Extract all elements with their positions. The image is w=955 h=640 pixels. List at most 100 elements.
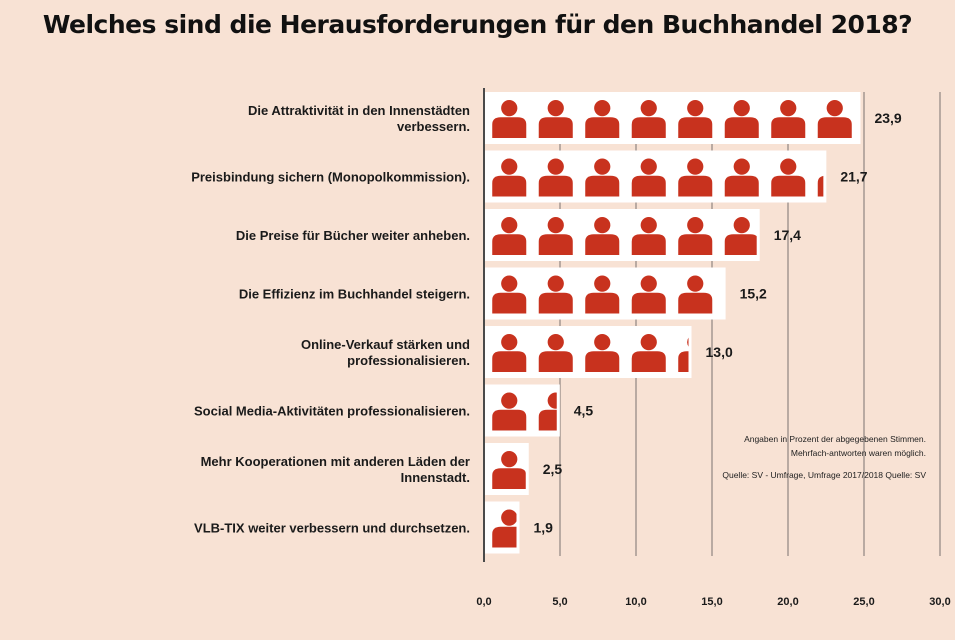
person-icon [631,100,666,138]
person-icon-body [678,117,713,138]
person-icon-body [492,292,527,314]
person-icon-head [547,334,564,351]
category-label: Die Effizienz im Buchhandel steigern. [239,287,470,302]
person-icon-row [492,217,757,255]
person-icon [585,217,620,255]
category-label-line: VLB-TIX weiter verbessern und durchsetze… [194,521,470,536]
x-tick-label: 15,0 [701,596,722,608]
person-icon-body [678,292,713,314]
person-icon-head [501,451,518,468]
category-label-line: verbessern. [397,119,470,134]
category-label-line: Preisbindung sichern (Monopolkommission)… [191,170,470,185]
person-icon-head [733,100,750,117]
value-label: 15,2 [740,286,767,302]
person-icon-body [492,351,527,372]
person-icon [678,158,713,197]
person-icon-head [594,217,611,234]
person-icon [492,275,527,314]
person-icon [678,217,713,255]
value-label: 23,9 [874,110,901,126]
person-icon-body [492,175,527,197]
person-icon [678,100,713,138]
person-icon-head [594,334,611,351]
person-icon [538,392,557,431]
person-icon [492,158,527,197]
person-icon-body [724,234,757,255]
source-note: Angaben in Prozent der abgegebenen Stimm… [716,432,926,490]
person-icon-head [501,158,518,175]
person-icon-head [640,217,657,234]
person-icon [724,217,757,255]
category-label-line: Die Effizienz im Buchhandel steigern. [239,287,470,302]
person-icon [631,217,666,255]
person-icon-head [640,100,657,117]
person-icon-row [492,275,713,314]
person-icon [631,334,666,372]
person-icon-body [492,468,526,489]
person-icon-body [771,117,806,138]
person-icon-head [687,158,704,175]
person-icon-head [640,158,657,175]
bar [484,209,760,261]
person-icon-head [501,392,518,409]
person-icon [585,334,620,372]
person-icon-head [687,275,704,292]
person-icon-row [492,100,852,138]
person-icon-head [780,100,797,117]
person-icon [492,509,517,548]
person-icon [585,158,620,197]
category-label-line: Die Attraktivität in den Innenstädten [248,103,470,118]
category-label: Die Attraktivität in den Innenstädten ver… [248,103,470,134]
person-icon-body [538,117,573,138]
note-text: Angaben in Prozent der abgegebenen Stimm… [744,434,926,458]
person-icon [538,158,573,197]
person-icon-head [733,217,750,234]
person-icon-head [547,217,564,234]
person-icon-head [594,158,611,175]
person-icon [492,334,527,372]
person-icon [817,100,852,138]
person-icon-body [771,175,806,197]
person-icon [538,334,573,372]
value-label: 13,0 [706,344,733,360]
person-icon-head [687,337,689,347]
person-icon-body [585,117,620,138]
person-icon-body [817,117,852,138]
category-label-line: Innenstadt. [401,470,470,485]
category-label-line: Online-Verkauf stärken und [301,337,470,352]
person-icon-head [687,100,704,117]
person-icon-body [585,175,620,197]
person-icon-body [631,292,666,314]
person-icon-body [538,292,573,314]
person-icon-row [492,392,557,431]
person-icon-head [547,100,564,117]
person-icon-body [492,526,517,548]
x-tick-label: 25,0 [853,596,874,608]
person-icon [538,100,573,138]
person-icon [678,337,689,372]
value-label: 17,4 [774,227,801,243]
category-label-line: Social Media-Aktivitäten professionalisi… [194,404,470,419]
person-icon-body [492,117,527,138]
person-icon-body [538,409,557,431]
person-icon-head [640,334,657,351]
person-icon-body [678,351,689,372]
value-label: 4,5 [574,403,594,419]
person-icon [771,100,806,138]
person-icon-body [631,351,666,372]
x-tick-label: 5,0 [552,596,567,608]
person-icon-row [492,334,689,372]
category-label-line: Die Preise für Bücher weiter anheben. [236,228,470,243]
person-icon [492,451,526,489]
category-label: Online-Verkauf stärken und professionalis… [301,337,470,368]
person-icon-row [492,509,517,548]
person-icon-body [678,234,713,255]
person-icon [492,217,527,255]
person-icon-row [492,158,824,197]
person-icon [538,275,573,314]
person-icon [631,158,666,197]
person-icon-body [585,234,620,255]
x-tick-label: 0,0 [476,596,491,608]
chart-title: Welches sind die Herausforderungen für d… [42,10,913,39]
